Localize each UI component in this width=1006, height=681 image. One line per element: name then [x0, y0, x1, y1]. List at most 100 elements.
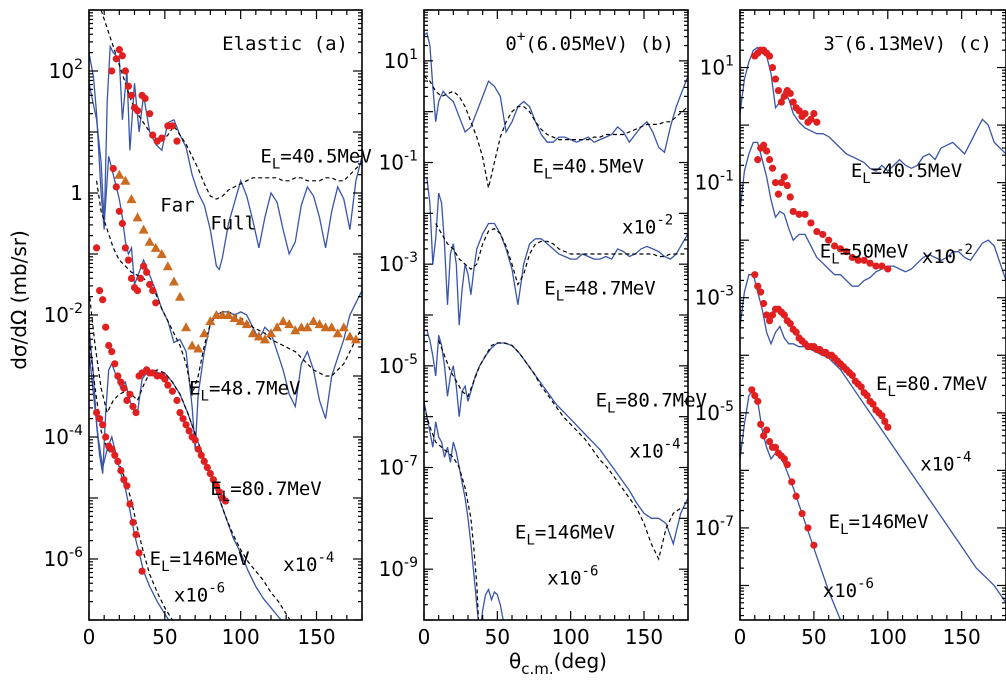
- data-point: [115, 46, 123, 54]
- data-point: [777, 98, 785, 106]
- data-point: [114, 372, 122, 380]
- annotation: x10-4: [920, 449, 971, 475]
- data-point: [112, 183, 120, 191]
- data-point: [795, 107, 803, 115]
- x-tick-label: 150: [943, 625, 981, 649]
- annotation: x10-2: [922, 242, 973, 268]
- plot-frame: [88, 9, 363, 621]
- data-point: [807, 219, 815, 227]
- x-tick-label: 0: [418, 625, 431, 649]
- series-full-line: [426, 177, 688, 326]
- data-point: [99, 296, 107, 304]
- x-tick-label: 150: [297, 625, 335, 649]
- x-tick-label: 0: [734, 625, 747, 649]
- x-tick-label: 100: [552, 625, 590, 649]
- data-point: [158, 134, 166, 142]
- data-point-triangle: [241, 319, 252, 329]
- data-point: [857, 383, 865, 391]
- data-point: [182, 421, 190, 429]
- data-point: [179, 415, 187, 423]
- data-point: [168, 387, 177, 395]
- y-tick-label: 10-5: [695, 399, 734, 425]
- data-point-triangle: [350, 334, 361, 344]
- y-tick-label: 10-7: [379, 454, 418, 480]
- y-tick-label: 10-6: [44, 545, 84, 571]
- data-point-triangle: [344, 331, 355, 341]
- data-point: [161, 375, 169, 383]
- data-point: [149, 287, 157, 295]
- data-point: [129, 402, 137, 411]
- data-point: [215, 488, 224, 496]
- data-point: [768, 63, 777, 72]
- data-point: [819, 230, 827, 239]
- panel-title: 0+(6.05MeV) (b): [505, 29, 674, 55]
- data-point: [786, 320, 794, 328]
- data-point-triangle: [229, 313, 240, 323]
- data-point: [118, 219, 126, 228]
- data-point: [149, 131, 157, 139]
- data-point: [763, 426, 771, 434]
- data-point: [854, 256, 862, 264]
- data-point: [118, 52, 126, 60]
- data-point-triangle: [162, 261, 173, 271]
- x-axis-label: θc.m.(deg): [509, 649, 607, 678]
- data-point: [121, 67, 129, 75]
- data-point: [168, 122, 177, 130]
- data-point-triangle: [314, 319, 325, 329]
- annotation: x10-6: [823, 576, 874, 602]
- y-tick-label: 101: [384, 47, 418, 73]
- data-point-triangle: [187, 340, 198, 350]
- data-point: [788, 478, 796, 486]
- data-point-triangle: [150, 242, 161, 252]
- data-point: [123, 482, 131, 490]
- data-point-triangle: [181, 322, 192, 332]
- data-point: [141, 94, 149, 103]
- series-full-line: [740, 46, 1006, 173]
- data-point: [771, 179, 780, 187]
- series-far-line: [89, 290, 291, 620]
- data-point: [810, 541, 818, 549]
- data-point: [768, 164, 777, 172]
- panel-0: 0 50 100 150 102 1 10-2 10-4 10-6 Elastic (a) EL=4…: [44, 9, 372, 649]
- y-tick-label: 10-1: [379, 149, 418, 175]
- series-full-line: [89, 327, 282, 620]
- data-point: [813, 118, 821, 126]
- data-point-triangle: [120, 175, 131, 185]
- data-point-triangle: [266, 328, 276, 338]
- data-point: [96, 415, 104, 423]
- data-point: [751, 271, 759, 279]
- data-point-triangle: [338, 322, 349, 332]
- data-point: [830, 242, 839, 250]
- data-point: [111, 360, 119, 368]
- data-point: [132, 409, 140, 417]
- data-point: [133, 287, 142, 295]
- data-point: [114, 457, 122, 465]
- series-full-line: [89, 83, 362, 450]
- data-point: [780, 92, 788, 100]
- annotation: EL=146MeV: [829, 511, 929, 538]
- data-point: [860, 256, 868, 264]
- data-point: [765, 156, 774, 164]
- data-point: [112, 55, 120, 63]
- series-full-line: [740, 274, 1006, 604]
- data-point: [777, 179, 785, 187]
- data-point: [123, 396, 131, 404]
- data-point-triangle: [247, 328, 258, 338]
- data-point: [780, 173, 788, 181]
- data-point: [798, 509, 806, 518]
- data-point: [765, 52, 774, 60]
- data-point: [786, 193, 794, 201]
- data-point: [146, 280, 154, 289]
- data-point-triangle: [156, 249, 167, 258]
- y-tick-label: 101: [700, 54, 734, 80]
- y-tick-label: 10-1: [695, 169, 734, 195]
- annotation: Far: [160, 194, 194, 216]
- y-tick-label: 10-3: [379, 250, 418, 276]
- data-point: [848, 371, 856, 380]
- data-point: [152, 299, 160, 307]
- data-point: [194, 445, 202, 453]
- data-point-triangle: [272, 322, 283, 332]
- data-point-triangle: [205, 316, 216, 326]
- annotation: EL=80.7MeV: [876, 373, 987, 400]
